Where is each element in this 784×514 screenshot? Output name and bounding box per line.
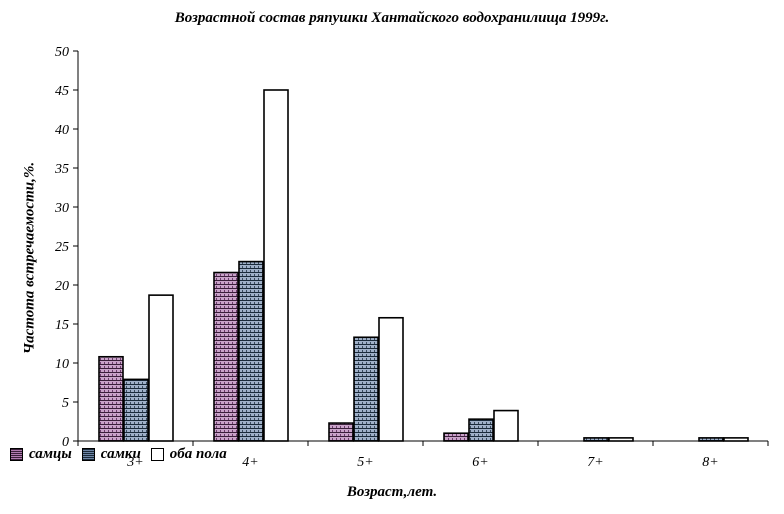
bar-both <box>493 409 519 442</box>
legend-item-both: оба пола <box>150 446 227 463</box>
legend-label-males: самцы <box>29 446 72 462</box>
bar-females <box>583 437 609 442</box>
bar-both <box>263 89 289 442</box>
y-tick-label: 10 <box>55 357 69 372</box>
y-tick-label: 0 <box>62 435 69 450</box>
y-tick-label: 20 <box>55 279 69 294</box>
legend-swatch-females <box>81 448 95 461</box>
bar-both <box>378 316 404 442</box>
legend-label-both: оба пола <box>169 446 227 462</box>
bar-females <box>468 418 494 442</box>
legend: самцы самки оба пола <box>10 446 227 463</box>
y-tick-label: 5 <box>62 396 69 411</box>
x-tick-label: 7+ <box>587 455 603 470</box>
x-tick-label: 6+ <box>472 455 488 470</box>
x-tick-label: 8+ <box>702 455 718 470</box>
y-tick-label: 50 <box>55 45 69 60</box>
x-axis-title: Возраст,лет. <box>346 484 438 500</box>
y-tick-label: 25 <box>55 240 69 255</box>
y-tick-label: 15 <box>55 318 69 333</box>
x-tick-label: 5+ <box>357 455 373 470</box>
bar-males <box>443 432 469 442</box>
bar-males <box>328 422 354 442</box>
x-tick-label: 3+ <box>126 455 143 470</box>
y-tick-label: 40 <box>55 123 69 138</box>
y-axis-title: Частота встречаемости,%. <box>21 161 38 355</box>
x-tick-label: 4+ <box>242 455 258 470</box>
y-tick-label: 45 <box>55 84 69 99</box>
bar-females <box>123 378 149 442</box>
legend-swatch-both <box>150 448 164 461</box>
bar-females <box>353 336 379 442</box>
bar-females <box>238 260 264 442</box>
legend-item-females: самки <box>81 446 141 463</box>
y-tick-label: 30 <box>54 201 69 216</box>
y-tick-label: 35 <box>54 162 69 177</box>
bar-males <box>213 271 239 442</box>
bar-both <box>608 437 634 442</box>
bar-both <box>148 294 174 442</box>
chart-title: Возрастной состав ряпушки Хантайского во… <box>174 10 610 26</box>
bar-both <box>723 437 749 442</box>
legend-label-females: самки <box>100 446 141 462</box>
bar-females <box>698 437 724 442</box>
bar-males <box>98 355 124 442</box>
legend-item-males: самцы <box>10 446 72 463</box>
legend-swatch-males <box>10 448 23 461</box>
